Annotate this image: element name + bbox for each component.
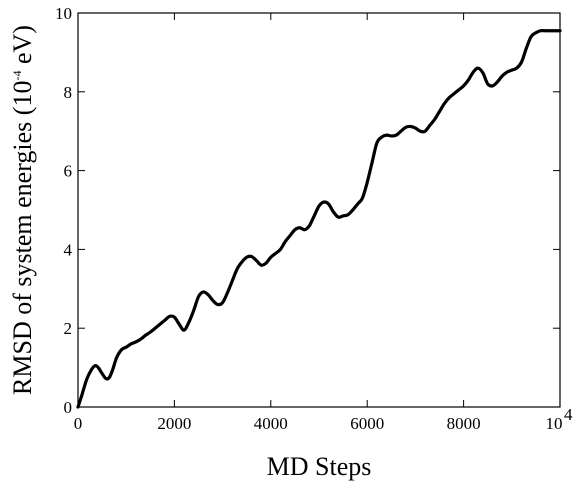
x-tick-label: 4000	[254, 414, 288, 433]
rmsd-series-line	[76, 28, 562, 409]
y-axis-title-unit: eV)	[8, 25, 37, 70]
x-tick-label-exponent: 4	[564, 405, 573, 424]
y-tick-label: 0	[64, 398, 73, 417]
x-axis-tick-labels: 0 2000 4000 6000 8000 10 4	[74, 405, 573, 433]
x-tick-label: 10	[546, 414, 563, 433]
x-tick-label: 6000	[350, 414, 384, 433]
x-axis-title: MD Steps	[267, 452, 372, 481]
y-axis-title-exponent: -4	[10, 71, 24, 81]
x-tick-label: 0	[74, 414, 83, 433]
x-tick-label: 2000	[157, 414, 191, 433]
y-tick-label: 4	[64, 240, 73, 259]
y-axis-title: RMSD of system energies (10-4 eV)	[8, 25, 37, 395]
x-tick-label: 8000	[447, 414, 481, 433]
y-axis-ticks	[78, 12, 560, 408]
y-tick-label: 2	[64, 319, 73, 338]
y-axis-tick-labels: 0 2 4 6 8 10	[55, 4, 73, 417]
y-axis-title-main: RMSD of system energies (10	[8, 81, 37, 395]
y-tick-label: 6	[64, 162, 73, 181]
y-tick-label: 10	[55, 4, 72, 23]
y-tick-label: 8	[64, 83, 73, 102]
plot-area-frame	[77, 12, 561, 408]
x-axis-ticks	[77, 13, 561, 407]
